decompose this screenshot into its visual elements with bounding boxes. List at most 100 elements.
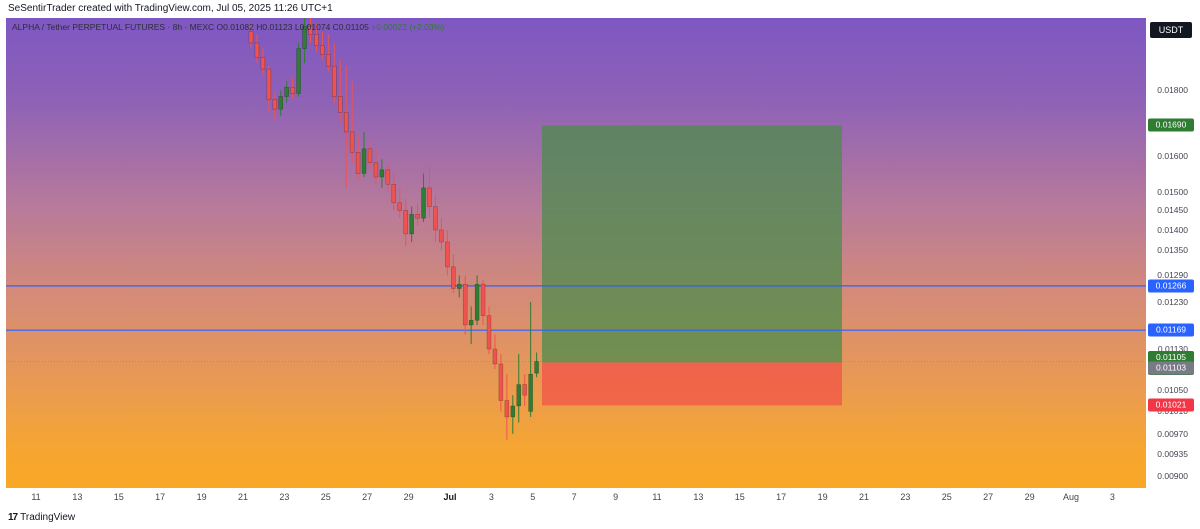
- candle: [379, 159, 385, 188]
- price-axis[interactable]: 0.01800 0.01600 0.01500 0.01450 0.01400 0.013…: [1146, 18, 1194, 488]
- candle-body: [302, 25, 307, 49]
- time-axis[interactable]: 11 13 15 17 19 21 23 25 27 29 Jul 3 5 7 9 11 13 15 17 19 21 2…: [6, 488, 1194, 506]
- candle: [457, 275, 462, 298]
- x-tick-label: 29: [1024, 492, 1035, 502]
- top-bar: SeSentirTrader created with TradingView.…: [0, 0, 1200, 18]
- candle-body: [433, 206, 438, 231]
- candle: [332, 42, 337, 103]
- candle: [433, 195, 438, 242]
- candle-body: [445, 241, 450, 268]
- candle-body: [403, 210, 408, 235]
- brand-footer: 17 TradingView: [8, 512, 75, 523]
- candle: [534, 352, 539, 378]
- candle-body: [480, 283, 486, 316]
- x-tick-label: 11: [652, 492, 662, 502]
- candle-body: [457, 283, 462, 289]
- candle: [254, 34, 260, 64]
- candle: [278, 90, 283, 116]
- candle-body: [427, 187, 432, 207]
- x-tick-label: 23: [900, 492, 911, 502]
- y-tick-label: 0.01400: [1157, 224, 1188, 235]
- candle-body: [332, 65, 337, 97]
- candle: [397, 187, 402, 219]
- y-tick-label: 0.00970: [1157, 428, 1188, 439]
- candle: [486, 306, 492, 354]
- price-tag-value: 0.01105: [1155, 352, 1187, 363]
- candle-body: [528, 373, 533, 412]
- candle-body: [379, 169, 385, 178]
- y-tick-label: 0.01800: [1157, 85, 1188, 96]
- candle-body: [284, 86, 289, 97]
- candle-body: [397, 202, 402, 211]
- x-tick-label: 5: [530, 492, 536, 502]
- candle-body: [421, 187, 426, 219]
- currency-label[interactable]: USDT: [1150, 22, 1192, 38]
- candle: [343, 66, 349, 188]
- candle-body: [522, 384, 527, 396]
- chart-frame[interactable]: ALPHA / Tether PERPETUAL FUTURES · 8h · …: [6, 18, 1194, 488]
- candle-body: [498, 363, 504, 401]
- symbol-name[interactable]: ALPHA / Tether PERPETUAL FUTURES · 8h · …: [12, 22, 215, 32]
- x-tick-label: 3: [1109, 492, 1115, 502]
- y-tick-label: 0.01500: [1157, 186, 1188, 197]
- price-tag-value: 0.01169: [1155, 324, 1187, 335]
- candle: [296, 42, 301, 97]
- candle: [290, 78, 295, 100]
- candle-body: [254, 42, 260, 58]
- x-tick-label: 15: [734, 492, 745, 502]
- candle: [248, 23, 254, 49]
- candle-body: [266, 68, 272, 100]
- candle-body: [474, 283, 480, 321]
- x-tick-label: 17: [776, 492, 787, 502]
- candle: [445, 229, 450, 276]
- candle: [367, 142, 373, 170]
- x-tick-label: 7: [571, 492, 577, 502]
- candle: [326, 34, 331, 73]
- candle-body: [308, 25, 313, 35]
- price-tag-value: 0.01690: [1155, 119, 1187, 130]
- x-tick-label: 25: [320, 492, 331, 502]
- x-tick-label: Jul: [443, 492, 457, 502]
- price-tag-line: 0.01169: [1148, 323, 1194, 337]
- candle-body: [462, 283, 468, 326]
- price-tag-entry: 0.01103: [1148, 361, 1194, 375]
- candle: [498, 353, 504, 412]
- x-tick-label: Aug: [1062, 492, 1080, 502]
- x-tick-label: 23: [279, 492, 290, 502]
- candle: [260, 48, 266, 76]
- candlestick-plot[interactable]: [6, 18, 1194, 488]
- x-tick-label: 9: [613, 492, 619, 502]
- price-tag-target: 0.01690: [1148, 118, 1194, 132]
- candle: [474, 275, 480, 325]
- x-tick-label: 25: [941, 492, 952, 502]
- candle-body: [510, 405, 516, 418]
- y-tick-label: 0.01290: [1157, 270, 1188, 281]
- candle-body: [320, 45, 325, 55]
- y-tick-label: 0.01600: [1157, 150, 1188, 161]
- candle: [462, 275, 468, 335]
- candle: [528, 301, 533, 417]
- candle: [504, 374, 510, 440]
- price-tag-value: 0.01103: [1155, 362, 1187, 373]
- x-tick-label: 21: [858, 492, 870, 502]
- candle-body: [338, 96, 343, 113]
- y-tick-label: 0.01130: [1157, 344, 1188, 355]
- y-tick-label: 0.01350: [1157, 245, 1188, 256]
- stop-loss-zone: [542, 362, 842, 406]
- x-tick-label: 29: [403, 492, 414, 502]
- candle-body: [343, 112, 349, 133]
- price-tag-value: 0.01266: [1155, 280, 1187, 291]
- candle-body: [415, 214, 420, 219]
- price-tag-line: 0.01266: [1148, 279, 1194, 293]
- x-tick-label: 27: [362, 492, 373, 502]
- candle-body: [439, 229, 444, 243]
- candle: [409, 206, 414, 242]
- candle: [427, 166, 432, 219]
- creator-attribution: SeSentirTrader created with TradingView.…: [8, 3, 333, 14]
- candle-body: [314, 34, 319, 47]
- candle-body: [355, 152, 361, 174]
- symbol-legend[interactable]: ALPHA / Tether PERPETUAL FUTURES · 8h · …: [12, 22, 444, 32]
- x-tick-label: 19: [817, 492, 828, 502]
- candle: [439, 218, 444, 251]
- candle-body: [391, 183, 397, 204]
